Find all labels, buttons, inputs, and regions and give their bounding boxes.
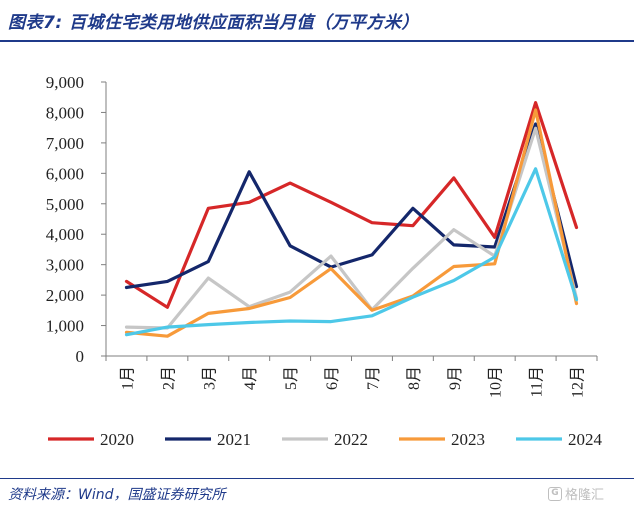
legend-label-2020: 2020 bbox=[100, 430, 134, 449]
x-tick-label: 5月 bbox=[283, 366, 300, 390]
chart-axes: 0 1,000 2,000 3,000 4,000 5,000 6,000 7,000 8,00… bbox=[46, 73, 598, 398]
x-tick-label: 4月 bbox=[242, 366, 259, 390]
y-tick-label: 6,000 bbox=[46, 164, 84, 183]
y-tick-label: 4,000 bbox=[46, 225, 84, 244]
legend-label-2023: 2023 bbox=[451, 430, 485, 449]
x-tick-label: 8月 bbox=[406, 366, 423, 390]
x-tick-label: 6月 bbox=[324, 366, 341, 390]
y-tick-label: 9,000 bbox=[46, 73, 84, 92]
series-line-2021 bbox=[124, 122, 579, 290]
legend-label-2022: 2022 bbox=[334, 430, 368, 449]
series-line-2023 bbox=[124, 108, 579, 338]
watermark-text: 格隆汇 bbox=[565, 488, 605, 503]
source-note: 资料来源：Wind，国盛证券研究所 bbox=[8, 487, 226, 503]
x-tick-label: 9月 bbox=[447, 366, 464, 390]
series-line-2020 bbox=[124, 101, 579, 309]
x-tick-label: 11月 bbox=[529, 366, 546, 397]
y-tick-label: 3,000 bbox=[46, 256, 84, 275]
line-chart: 0 1,000 2,000 3,000 4,000 5,000 6,000 7,000 8,00… bbox=[46, 73, 603, 449]
chart-legend: 2020 2021 2022 2023 2024 bbox=[48, 430, 603, 449]
y-tick-label: 0 bbox=[76, 347, 85, 366]
watermark: G 格隆汇 bbox=[548, 484, 604, 503]
y-tick-label: 8,000 bbox=[46, 103, 84, 122]
series-line-2024 bbox=[124, 167, 579, 337]
title-bar: 图表7: 百城住宅类用地供应面积当月值（万平方米） bbox=[0, 0, 634, 40]
y-tick-label: 1,000 bbox=[46, 317, 84, 336]
x-tick-label: 7月 bbox=[365, 366, 382, 390]
y-tick-label: 7,000 bbox=[46, 134, 84, 153]
legend-label-2021: 2021 bbox=[217, 430, 251, 449]
chart-lines bbox=[124, 101, 579, 338]
legend-label-2024: 2024 bbox=[568, 430, 603, 449]
title-divider bbox=[0, 40, 634, 42]
x-tick-label: 12月 bbox=[570, 366, 587, 398]
chart-title: 图表7: 百城住宅类用地供应面积当月值（万平方米） bbox=[8, 13, 420, 33]
watermark-logo-icon: G bbox=[548, 486, 562, 501]
footer-divider bbox=[0, 478, 634, 479]
x-tick-label: 2月 bbox=[160, 366, 177, 390]
y-tick-label: 5,000 bbox=[46, 195, 84, 214]
x-tick-label: 1月 bbox=[119, 366, 136, 390]
y-tick-label: 2,000 bbox=[46, 286, 84, 305]
x-tick-label: 3月 bbox=[201, 366, 218, 390]
x-tick-label: 10月 bbox=[488, 366, 505, 398]
